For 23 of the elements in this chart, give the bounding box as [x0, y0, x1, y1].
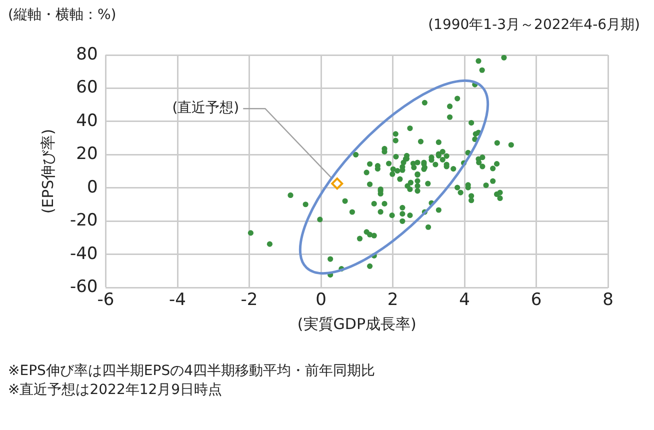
- x-tick-label: 6: [530, 290, 542, 310]
- y-tick-label: -40: [70, 244, 98, 264]
- y-tick-label: 40: [76, 110, 98, 131]
- text: ※EPS伸び率は四半期EPSの4四半期移動平均・前年同期比: [8, 362, 375, 381]
- y-tick-label: -20: [70, 210, 98, 231]
- x-tick-label: 0: [316, 290, 326, 310]
- x-tick-label: -4: [169, 290, 186, 310]
- y-tick-label: 80: [76, 44, 98, 64]
- x-tick-label: 8: [602, 290, 614, 310]
- chart-title: (縦軸・横軸：%): [8, 6, 116, 24]
- x-tick-label: -6: [97, 290, 114, 310]
- y-axis-title: (EPS伸び率): [38, 128, 57, 214]
- y-tick-label: -60: [70, 277, 98, 298]
- x-tick-label: -2: [240, 290, 258, 310]
- x-tick-label: 4: [459, 290, 470, 310]
- y-tick-label: 0: [86, 177, 98, 198]
- text: ※直近予想は2022年12月9日時点: [8, 381, 224, 400]
- annotation: (直近予想): [172, 100, 240, 116]
- y-tick-label: 20: [76, 144, 98, 164]
- x-axis-title: (実質GDP成長率): [297, 314, 416, 333]
- chart-subtitle: (1990年1-3月～2022年4-6月期): [428, 16, 640, 34]
- x-tick-label: 2: [387, 290, 398, 310]
- y-tick-label: 60: [76, 78, 98, 98]
